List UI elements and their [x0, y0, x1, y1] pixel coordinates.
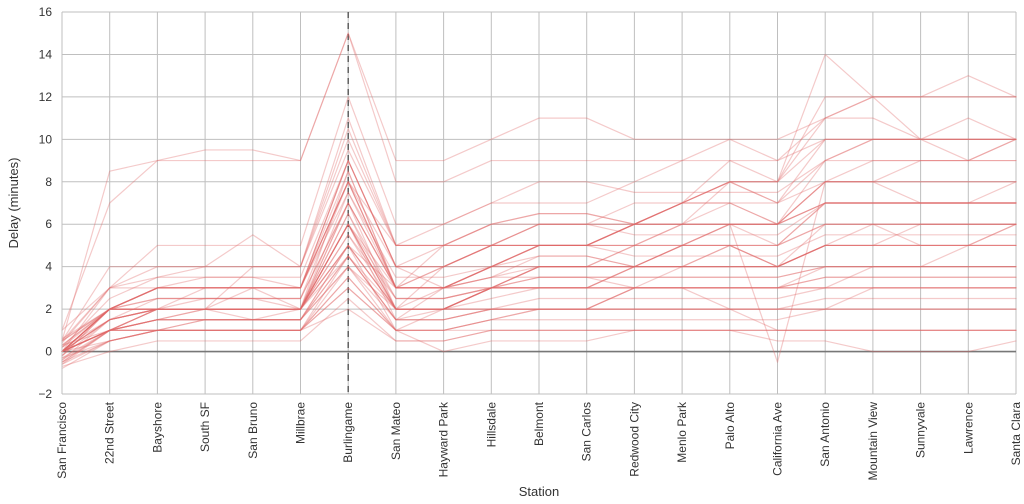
y-axis-label: Delay (minutes): [6, 157, 21, 248]
x-tick-label: Burlingame: [341, 402, 355, 463]
x-tick-label: Hayward Park: [437, 401, 451, 477]
y-tick-label: 16: [39, 5, 53, 19]
x-tick-label: 22nd Street: [103, 401, 117, 464]
y-tick-label: −2: [38, 387, 52, 401]
chart-canvas: −2 0 2 4 6 8 10 12 14 16 San Francisco 22nd Street B…: [0, 0, 1024, 504]
y-tick-label: 6: [45, 217, 52, 231]
x-tick-label: Lawrence: [961, 402, 975, 454]
x-tick-label: Redwood City: [627, 402, 641, 477]
x-tick-label: South SF: [198, 402, 212, 452]
x-tick-label: San Carlos: [580, 402, 594, 461]
x-tick-label: San Antonio: [818, 402, 832, 467]
x-tick-label: Sunnyvale: [914, 402, 928, 458]
x-tick-label: San Mateo: [389, 402, 403, 460]
x-tick-label: San Francisco: [55, 402, 69, 479]
x-tick-label: Palo Alto: [723, 402, 737, 450]
x-tick-label: Mountain View: [866, 402, 880, 481]
y-tick-label: 12: [39, 90, 53, 104]
y-tick-label: 8: [45, 175, 52, 189]
x-tick-label: Belmont: [532, 401, 546, 446]
x-axis-label: Station: [519, 484, 559, 499]
x-tick-label: Millbrae: [294, 402, 308, 444]
x-tick-label: California Ave: [771, 402, 785, 476]
x-tick-label: Hillsdale: [484, 402, 498, 448]
delay-chart: −2 0 2 4 6 8 10 12 14 16 San Francisco 22nd Street B…: [0, 0, 1024, 504]
x-tick-label: Menlo Park: [675, 401, 689, 463]
x-tick-label: Bayshore: [150, 402, 164, 453]
y-tick-label: 2: [45, 302, 52, 316]
y-tick-label: 14: [39, 47, 53, 61]
x-tick-label: San Bruno: [246, 402, 260, 459]
x-tick-label: Santa Clara: [1009, 402, 1023, 466]
y-tick-label: 0: [45, 345, 52, 359]
y-tick-label: 4: [45, 260, 52, 274]
y-tick-label: 10: [39, 132, 53, 146]
